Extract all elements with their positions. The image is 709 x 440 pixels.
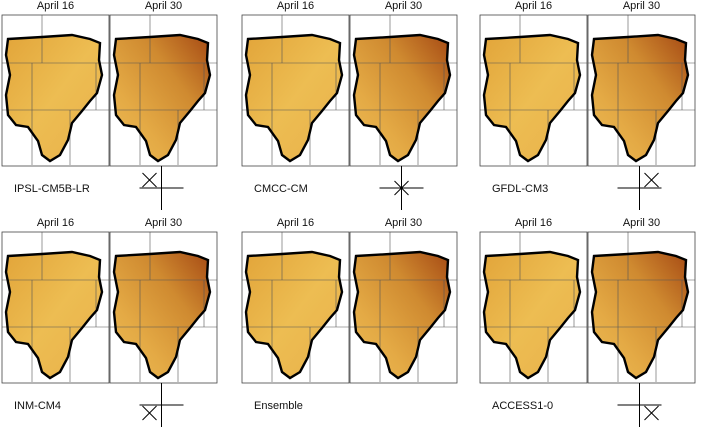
map-frame xyxy=(587,231,696,384)
date-label: April 16 xyxy=(37,0,74,12)
map-frame xyxy=(1,231,110,384)
map-frame xyxy=(349,14,458,167)
map-fill xyxy=(114,35,210,161)
map-fill xyxy=(354,35,450,161)
map-fill xyxy=(114,252,210,378)
date-label: April 30 xyxy=(623,0,660,12)
glyph xyxy=(644,172,659,188)
map xyxy=(349,231,458,384)
map xyxy=(1,14,110,167)
map xyxy=(587,231,696,384)
panel: April 16 April 30 INM-CM4 xyxy=(1,217,218,427)
map-frame xyxy=(479,14,588,167)
model-name: ACCESS1-0 xyxy=(492,400,553,412)
model-name: Ensemble xyxy=(254,400,303,412)
date-label: April 30 xyxy=(385,217,422,229)
model-name: INM-CM4 xyxy=(14,400,61,412)
map xyxy=(479,14,588,167)
date-label: April 16 xyxy=(277,217,314,229)
map-fill xyxy=(484,252,580,378)
map-fill xyxy=(6,35,102,161)
date-label: April 30 xyxy=(623,217,660,229)
map-frame xyxy=(349,231,458,384)
map xyxy=(109,231,218,384)
date-label: April 16 xyxy=(515,217,552,229)
date-label: April 16 xyxy=(277,0,314,12)
panel: April 16 April 30 IPSL-CM5B-LR xyxy=(1,0,218,210)
date-label: April 30 xyxy=(385,0,422,12)
map-fill xyxy=(484,35,580,161)
map-frame xyxy=(109,231,218,384)
map xyxy=(1,231,110,384)
map xyxy=(109,14,218,167)
model-name: CMCC-CM xyxy=(254,183,308,195)
date-label: April 16 xyxy=(37,217,74,229)
date-label: April 30 xyxy=(145,0,182,12)
map xyxy=(349,14,458,167)
map-fill xyxy=(592,35,688,161)
glyph xyxy=(142,405,157,421)
glyph xyxy=(644,405,659,421)
glyph xyxy=(142,172,157,188)
map xyxy=(587,14,696,167)
map-frame xyxy=(587,14,696,167)
glyph xyxy=(394,180,409,196)
map-fill xyxy=(246,252,342,378)
model-name: IPSL-CM5B-LR xyxy=(14,183,90,195)
date-label: April 30 xyxy=(145,217,182,229)
map xyxy=(241,231,350,384)
panel: April 16 April 30 CMCC-CM xyxy=(241,0,458,210)
panel: April 16 April 30 ACCESS1-0 xyxy=(479,217,696,427)
date-label: April 16 xyxy=(515,0,552,12)
panel: April 16 April 30 GFDL-CM3 xyxy=(479,0,696,210)
map-fill xyxy=(592,252,688,378)
map-fill xyxy=(246,35,342,161)
map xyxy=(241,14,350,167)
model-name: GFDL-CM3 xyxy=(492,183,548,195)
panel: April 16 April 30 Ensemble xyxy=(241,217,458,412)
map-frame xyxy=(241,231,350,384)
map-frame xyxy=(479,231,588,384)
map-frame xyxy=(241,14,350,167)
map-frame xyxy=(109,14,218,167)
map-frame xyxy=(1,14,110,167)
map xyxy=(479,231,588,384)
map-fill xyxy=(6,252,102,378)
map-fill xyxy=(354,252,450,378)
